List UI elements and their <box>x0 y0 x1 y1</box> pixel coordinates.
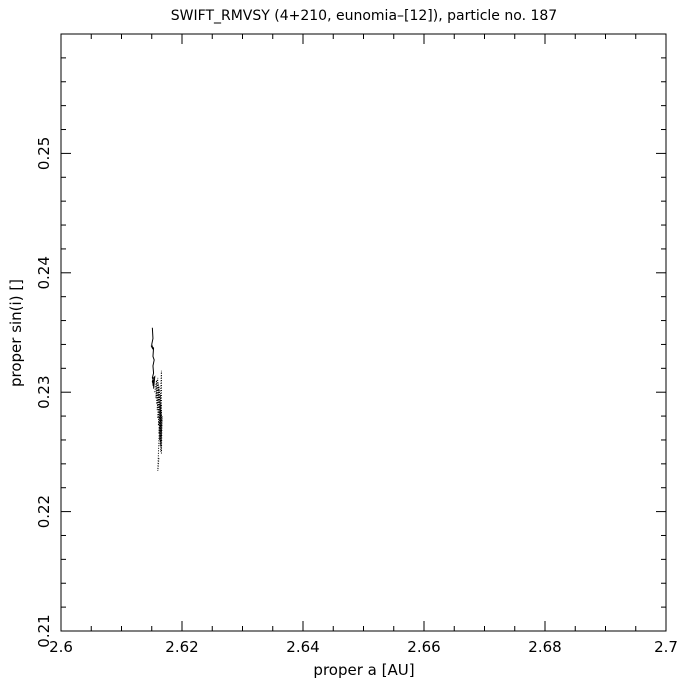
y-tick-label: 0.23 <box>35 375 53 408</box>
chart-title: SWIFT_RMVSY (4+210, eunomia–[12]), parti… <box>171 8 557 24</box>
y-tick-label: 0.25 <box>35 137 53 170</box>
x-tick-label: 2.66 <box>407 638 440 656</box>
series-line-2 <box>154 370 163 472</box>
x-tick-label: 2.6 <box>49 638 73 656</box>
x-tick-label: 2.7 <box>654 638 678 656</box>
x-axis-label: proper a [AU] <box>313 661 414 679</box>
x-tick-label: 2.62 <box>165 638 198 656</box>
x-tick-label: 2.64 <box>286 638 319 656</box>
y-tick-label: 0.21 <box>35 614 53 647</box>
axis-tick-labels: 2.6 2.62 2.64 2.66 2.68 2.7 0.21 0.22 0.23 0.24 0.… <box>35 137 678 656</box>
data-series <box>150 327 163 472</box>
series-line-1 <box>150 327 156 389</box>
plot-frame <box>60 33 667 632</box>
y-axis-label: proper sin(i) [] <box>7 279 25 387</box>
x-tick-label: 2.68 <box>528 638 561 656</box>
y-tick-label: 0.22 <box>35 495 53 528</box>
y-tick-label: 0.24 <box>35 256 53 289</box>
axis-ticks <box>60 33 667 632</box>
